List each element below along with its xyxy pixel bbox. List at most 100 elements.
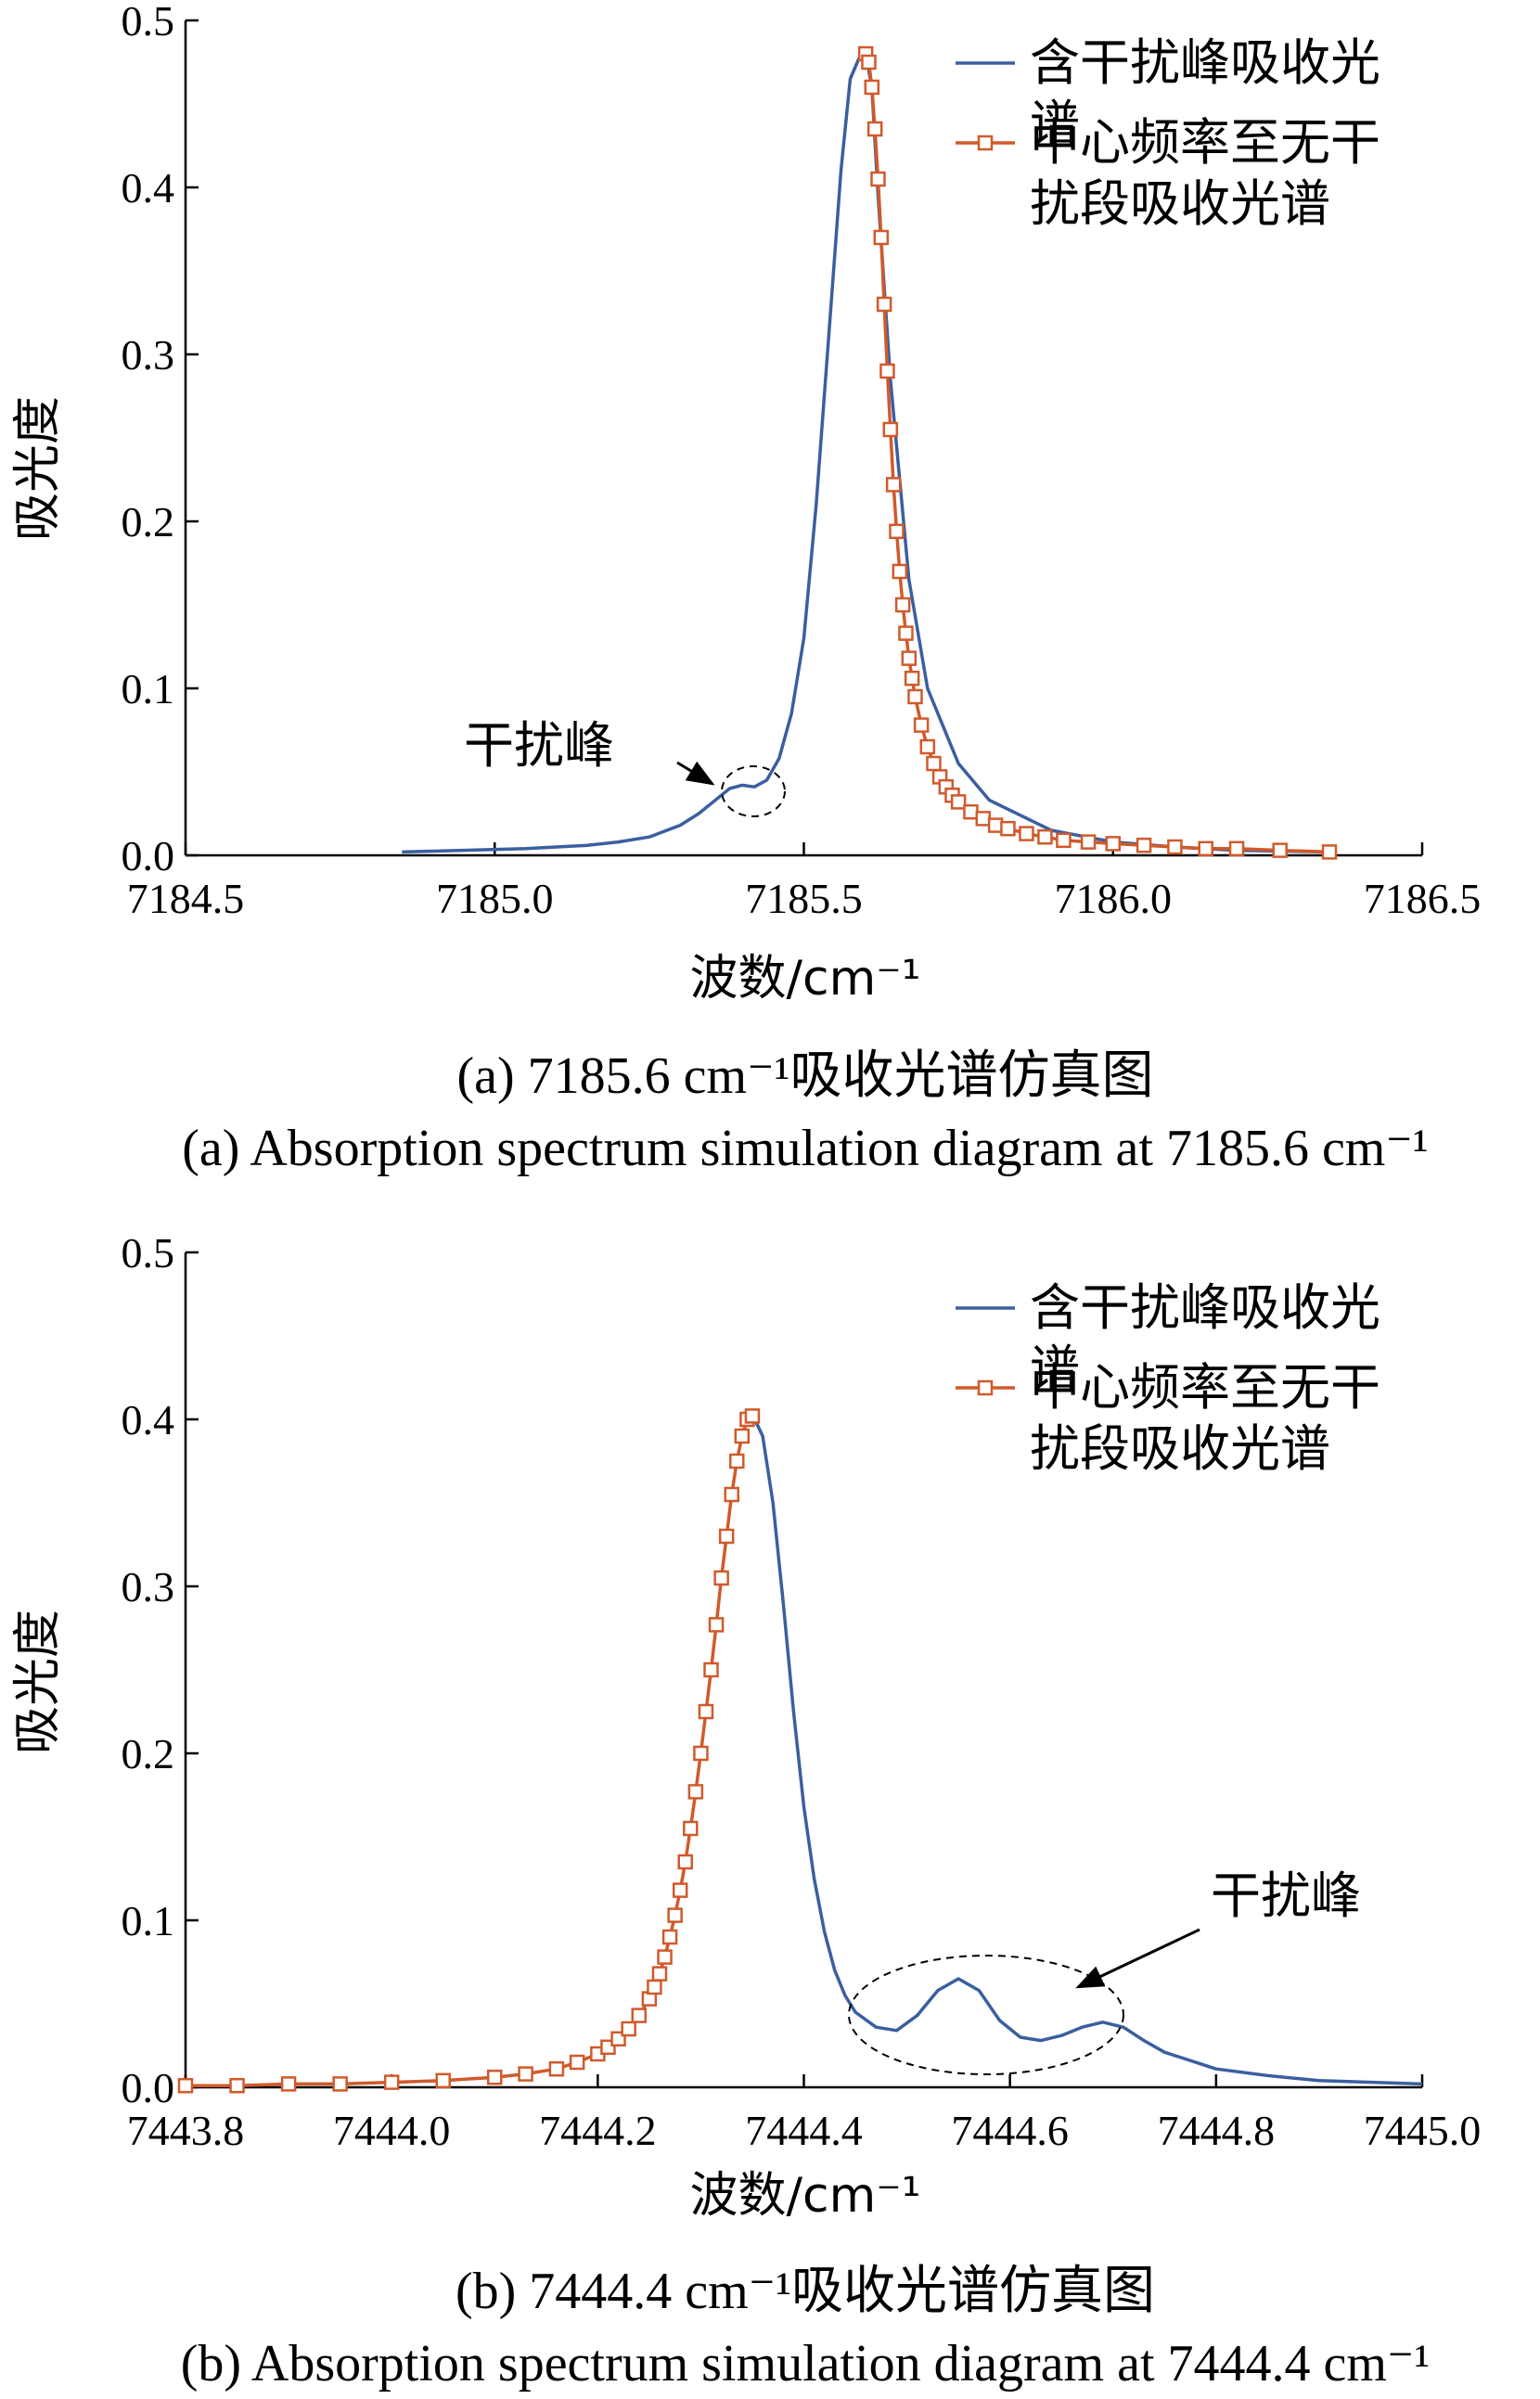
series-line-1 xyxy=(402,52,1330,854)
series-marker xyxy=(926,755,942,772)
legend-label-2: 中心频率至无干扰段吸收光谱 xyxy=(1030,113,1380,233)
series-marker xyxy=(876,296,892,313)
annotation-arrow xyxy=(1075,1928,1200,1989)
series-line-1 xyxy=(741,1412,1423,2086)
x-tick-label: 7444.6 xyxy=(951,2107,1069,2154)
x-tick-label: 7185.0 xyxy=(436,875,554,922)
series-marker xyxy=(1198,840,1213,857)
series-marker xyxy=(1056,832,1072,849)
legend-label-1: 含干扰峰吸收光谱 xyxy=(1030,33,1380,153)
y-tick-label: 0.0 xyxy=(122,2064,175,2111)
series-marker xyxy=(1000,820,1016,837)
series-marker xyxy=(280,2076,297,2092)
series-marker xyxy=(882,421,899,438)
series-marker xyxy=(548,2060,565,2077)
series-marker xyxy=(724,1486,739,1503)
series-marker xyxy=(698,1703,714,1720)
y-tick-label: 0.5 xyxy=(122,0,175,45)
series-marker xyxy=(569,2054,585,2071)
legend-marker xyxy=(977,135,994,151)
series-marker xyxy=(904,670,920,686)
x-tick-label: 7443.8 xyxy=(127,2107,245,2154)
series-marker xyxy=(687,1784,704,1800)
series-marker xyxy=(885,477,902,493)
series-marker xyxy=(873,229,890,246)
series-marker xyxy=(383,2074,400,2090)
series-marker xyxy=(894,597,911,613)
annotation-label: 干扰峰 xyxy=(1211,1867,1361,1925)
y-axis-label: 吸光度 xyxy=(10,1610,66,1754)
series-marker xyxy=(1019,826,1034,841)
series-marker xyxy=(661,1929,678,1945)
series-marker xyxy=(667,1907,683,1923)
series-marker xyxy=(870,171,886,187)
caption-en: (a) Absorption spectrum simulation diagr… xyxy=(182,1120,1428,1177)
y-tick-label: 0.1 xyxy=(122,1897,175,1944)
series-marker xyxy=(879,363,895,379)
caption-en: (b) Absorption spectrum simulation diagr… xyxy=(181,2335,1431,2393)
series-marker xyxy=(866,121,883,137)
series-marker xyxy=(1105,836,1121,852)
series-marker xyxy=(683,1820,699,1837)
series-marker xyxy=(1272,842,1288,858)
series-marker xyxy=(657,1949,673,1965)
series-marker xyxy=(677,1854,694,1870)
series-marker xyxy=(487,2069,503,2085)
series-marker xyxy=(1167,839,1183,855)
series-marker xyxy=(734,1428,751,1444)
series-marker xyxy=(647,1979,662,1995)
x-axis-label: 波数/cm⁻¹ xyxy=(689,2168,920,2224)
series-marker xyxy=(861,54,877,71)
series-marker xyxy=(229,2077,245,2094)
y-tick-label: 0.4 xyxy=(122,1396,175,1443)
series-marker xyxy=(621,2021,636,2037)
x-tick-label: 7444.4 xyxy=(745,2107,863,2154)
series-marker xyxy=(1136,837,1152,853)
series-marker xyxy=(713,1570,729,1586)
series-marker xyxy=(987,817,1004,833)
series-marker xyxy=(901,650,918,666)
x-tick-label: 7444.0 xyxy=(333,2107,451,2154)
series-marker xyxy=(889,523,905,540)
caption-cn: (a) 7185.6 cm⁻¹吸收光谱仿真图 xyxy=(457,1047,1154,1105)
y-axis-label: 吸光度 xyxy=(10,396,66,541)
x-tick-label: 7186.0 xyxy=(1055,875,1173,922)
x-tick-label: 7444.2 xyxy=(539,2107,657,2154)
series-marker xyxy=(177,2077,194,2094)
series-marker xyxy=(332,2076,348,2092)
y-tick-label: 0.2 xyxy=(122,1730,175,1777)
x-tick-label: 7444.8 xyxy=(1158,2107,1276,2154)
series-marker xyxy=(631,2008,648,2023)
series-marker xyxy=(892,563,908,580)
series-marker xyxy=(975,811,992,827)
y-tick-label: 0.0 xyxy=(122,832,175,879)
series-marker xyxy=(1321,844,1338,860)
series-marker xyxy=(963,803,979,820)
series-marker xyxy=(672,1882,688,1898)
series-marker xyxy=(693,1745,709,1762)
chart-panel-a: 0.0 0.1 0.2 0.3 0.4 0.5 7184.5 7185.0 7185.5 7186… xyxy=(10,0,1481,1177)
interference-peak-ellipse xyxy=(848,1955,1124,2075)
x-tick-label: 7184.5 xyxy=(127,875,245,922)
series-marker xyxy=(1228,840,1245,857)
series-marker xyxy=(919,738,936,755)
series-marker xyxy=(435,2072,451,2089)
series-line-2 xyxy=(186,1414,753,2087)
series-marker xyxy=(708,1617,725,1633)
legend-marker xyxy=(977,1379,994,1396)
series-marker xyxy=(1037,828,1053,845)
y-tick-label: 0.3 xyxy=(122,1563,175,1610)
chart-panel-b: 0.0 0.1 0.2 0.3 0.4 0.5 7443.8 7444.0 7444.2 7444… xyxy=(10,1229,1481,2393)
interference-peak-ellipse xyxy=(721,765,786,817)
series-marker xyxy=(913,717,930,733)
x-tick-label: 7185.5 xyxy=(745,875,863,922)
series-marker xyxy=(1080,834,1097,850)
caption-cn: (b) 7444.4 cm⁻¹吸收光谱仿真图 xyxy=(456,2263,1155,2320)
series-marker xyxy=(744,1408,761,1424)
y-tick-label: 0.5 xyxy=(122,1229,175,1276)
series-marker xyxy=(518,2066,533,2082)
series-marker xyxy=(718,1528,735,1545)
legend-label-2: 中心频率至无干扰段吸收光谱 xyxy=(1030,1358,1380,1478)
y-tick-label: 0.1 xyxy=(122,665,175,712)
